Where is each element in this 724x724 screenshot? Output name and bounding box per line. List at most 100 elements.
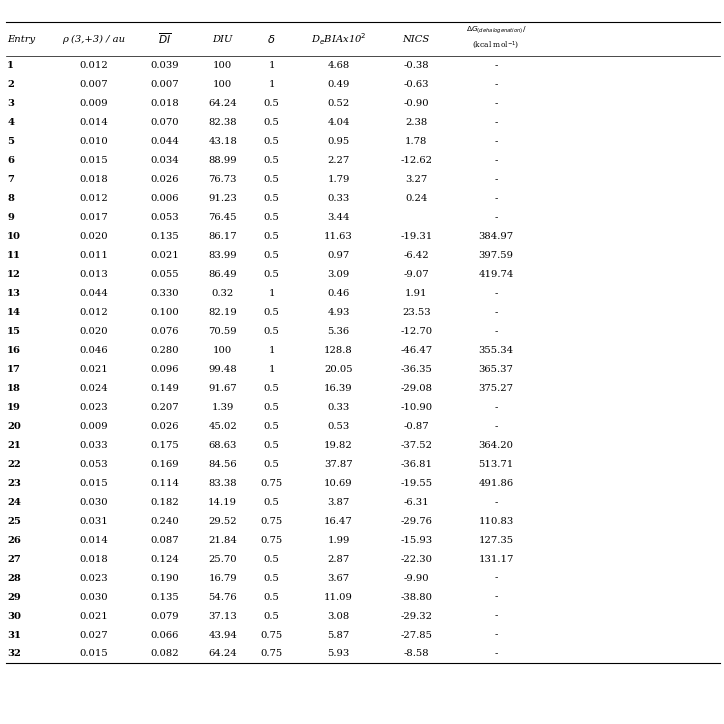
Text: -: - [494,497,497,507]
Text: 16.79: 16.79 [209,573,237,583]
Text: -9.07: -9.07 [403,270,429,279]
Text: 23.53: 23.53 [402,308,431,317]
Text: 0.006: 0.006 [151,194,179,203]
Text: 1.99: 1.99 [327,536,350,544]
Text: 17: 17 [7,365,21,374]
Text: -: - [494,80,497,90]
Text: 0.124: 0.124 [151,555,179,564]
Text: -36.35: -36.35 [400,365,432,374]
Text: -: - [494,612,497,620]
Text: 15: 15 [7,327,21,336]
Text: 0.5: 0.5 [264,327,279,336]
Text: 11: 11 [7,251,21,260]
Text: 0.5: 0.5 [264,213,279,222]
Text: 1.78: 1.78 [405,138,427,146]
Text: 0.5: 0.5 [264,232,279,241]
Text: 0.5: 0.5 [264,138,279,146]
Text: 0.026: 0.026 [151,175,179,185]
Text: 1.39: 1.39 [211,403,234,412]
Text: 20.05: 20.05 [324,365,353,374]
Text: -19.55: -19.55 [400,479,432,488]
Text: -0.87: -0.87 [403,422,429,431]
Text: 0.5: 0.5 [264,573,279,583]
Text: 0.024: 0.024 [80,384,109,393]
Text: 99.48: 99.48 [209,365,237,374]
Text: 0.175: 0.175 [151,441,179,450]
Text: 11.63: 11.63 [324,232,353,241]
Text: 0.076: 0.076 [151,327,179,336]
Text: 0.75: 0.75 [261,649,282,659]
Text: 5.87: 5.87 [327,631,350,639]
Text: 76.73: 76.73 [209,175,237,185]
Text: 1: 1 [269,80,274,90]
Text: 27: 27 [7,555,21,564]
Text: 0.5: 0.5 [264,156,279,165]
Text: 0.46: 0.46 [327,289,350,298]
Text: 9: 9 [7,213,14,222]
Text: 0.014: 0.014 [80,118,109,127]
Text: -: - [494,138,497,146]
Text: 364.20: 364.20 [479,441,513,450]
Text: 0.033: 0.033 [80,441,109,450]
Text: 5.36: 5.36 [327,327,350,336]
Text: 4.93: 4.93 [327,308,350,317]
Text: 0.021: 0.021 [151,251,179,260]
Text: 88.99: 88.99 [209,156,237,165]
Text: 0.053: 0.053 [80,460,109,469]
Text: 0.007: 0.007 [151,80,179,90]
Text: 16: 16 [7,346,21,355]
Text: 0.082: 0.082 [151,649,179,659]
Text: 0.012: 0.012 [80,308,109,317]
Text: 0.079: 0.079 [151,612,179,620]
Text: 32: 32 [7,649,21,659]
Text: 3.09: 3.09 [327,270,350,279]
Text: 6: 6 [7,156,14,165]
Text: 0.5: 0.5 [264,441,279,450]
Text: 0.100: 0.100 [151,308,179,317]
Text: 0.24: 0.24 [405,194,427,203]
Text: 12: 12 [7,270,21,279]
Text: 0.055: 0.055 [151,270,179,279]
Text: 0.75: 0.75 [261,631,282,639]
Text: 1.79: 1.79 [327,175,350,185]
Text: 76.45: 76.45 [209,213,237,222]
Text: 18: 18 [7,384,21,393]
Text: Entry: Entry [7,35,35,43]
Text: 0.75: 0.75 [261,479,282,488]
Text: 31: 31 [7,631,21,639]
Text: 19.82: 19.82 [324,441,353,450]
Text: 0.330: 0.330 [151,289,179,298]
Text: 0.030: 0.030 [80,592,109,602]
Text: 5.93: 5.93 [327,649,350,659]
Text: 0.280: 0.280 [151,346,179,355]
Text: 4.68: 4.68 [327,62,350,70]
Text: 0.135: 0.135 [151,232,179,241]
Text: 397.59: 397.59 [479,251,513,260]
Text: 0.5: 0.5 [264,555,279,564]
Text: 16.47: 16.47 [324,517,353,526]
Text: 375.27: 375.27 [479,384,513,393]
Text: 91.23: 91.23 [209,194,237,203]
Text: 25: 25 [7,517,21,526]
Text: 365.37: 365.37 [479,365,513,374]
Text: 86.17: 86.17 [209,232,237,241]
Text: 8: 8 [7,194,14,203]
Text: 0.240: 0.240 [151,517,179,526]
Text: 21.84: 21.84 [209,536,237,544]
Text: 3.44: 3.44 [327,213,350,222]
Text: 4: 4 [7,118,14,127]
Text: 127.35: 127.35 [479,536,513,544]
Text: 5: 5 [7,138,14,146]
Text: 0.5: 0.5 [264,384,279,393]
Text: 19: 19 [7,403,21,412]
Text: 491.86: 491.86 [479,479,513,488]
Text: 43.94: 43.94 [209,631,237,639]
Text: -: - [494,62,497,70]
Text: 0.5: 0.5 [264,194,279,203]
Text: 0.009: 0.009 [80,99,109,109]
Text: -36.81: -36.81 [400,460,432,469]
Text: 0.135: 0.135 [151,592,179,602]
Text: ρ (3,+3) / au: ρ (3,+3) / au [62,35,126,43]
Text: 0.5: 0.5 [264,612,279,620]
Text: -12.62: -12.62 [400,156,432,165]
